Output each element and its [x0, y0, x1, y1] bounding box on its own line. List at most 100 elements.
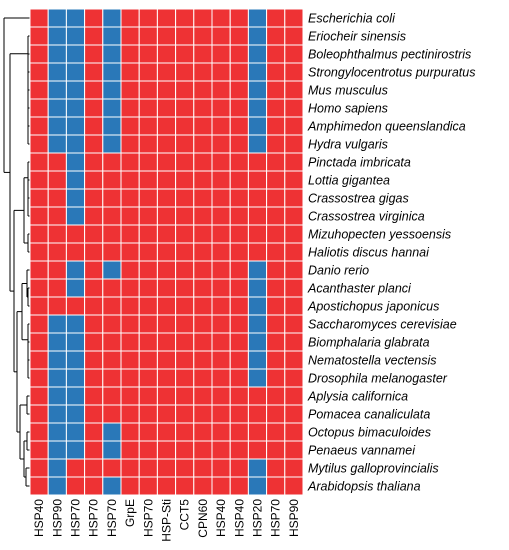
heatmap-cell [266, 458, 286, 478]
heatmap-cell [102, 242, 122, 262]
heatmap-cell [193, 350, 213, 370]
heatmap-cell [138, 224, 158, 244]
heatmap-cell [247, 314, 268, 334]
column-label: HSP90 [287, 499, 301, 537]
heatmap-cell [266, 26, 286, 46]
heatmap-cell [65, 80, 86, 100]
heatmap-cell [120, 170, 140, 190]
heatmap-cell [47, 476, 67, 496]
heatmap-cell [29, 8, 49, 28]
heatmap-cell [175, 170, 195, 190]
heatmap-cell [120, 224, 140, 244]
heatmap-cell [211, 206, 231, 226]
heatmap-cell [266, 440, 286, 460]
heatmap-cell [211, 422, 231, 442]
heatmap-cell [229, 332, 249, 352]
heatmap-cell [120, 350, 140, 370]
heatmap-cell [84, 350, 104, 370]
heatmap-cell [193, 206, 213, 226]
heatmap-cell [229, 62, 249, 82]
heatmap-cell [120, 242, 140, 262]
heatmap-cell [193, 188, 213, 208]
heatmap-cell [156, 296, 177, 316]
heatmap-cell [229, 278, 249, 298]
heatmap-cell [84, 332, 104, 352]
heatmap-cell [193, 44, 213, 64]
heatmap-cell [29, 440, 49, 460]
column-label: HSP90 [50, 499, 64, 537]
heatmap-cell [193, 458, 213, 478]
row-label: Mus musculus [308, 84, 388, 98]
heatmap-cell [120, 26, 140, 46]
heatmap-cell [138, 152, 158, 172]
heatmap-cell [29, 314, 49, 334]
heatmap-cell [102, 260, 122, 280]
heatmap-cell [138, 170, 158, 190]
heatmap-cell [193, 134, 213, 154]
heatmap-cell [47, 404, 67, 424]
heatmap-cell [156, 62, 177, 82]
heatmap-cell [211, 440, 231, 460]
heatmap-cell [211, 80, 231, 100]
heatmap-cell [29, 350, 49, 370]
heatmap-cell [29, 26, 49, 46]
heatmap-cell [120, 116, 140, 136]
heatmap-cell [84, 296, 104, 316]
heatmap-cell [247, 350, 268, 370]
row-label: Nematostella vectensis [308, 354, 437, 368]
heatmap-cell [138, 242, 158, 262]
heatmap-cell [211, 134, 231, 154]
heatmap-cell [229, 134, 249, 154]
heatmap-cell [211, 260, 231, 280]
heatmap-cell [156, 224, 177, 244]
heatmap-cell [84, 278, 104, 298]
heatmap-cell [266, 224, 286, 244]
heatmap-cell [29, 278, 49, 298]
heatmap-cell [138, 206, 158, 226]
heatmap-cell [266, 260, 286, 280]
heatmap-cell [175, 404, 195, 424]
heatmap-cells [29, 8, 304, 496]
heatmap-cell [175, 44, 195, 64]
row-label: Mizuhopecten yessoensis [308, 228, 451, 242]
heatmap-cell [284, 350, 304, 370]
row-label: Escherichia coli [308, 12, 396, 26]
heatmap-cell [175, 8, 195, 28]
heatmap-cell [120, 296, 140, 316]
heatmap-cell [29, 62, 49, 82]
heatmap-cell [211, 476, 231, 496]
heatmap-cell [247, 476, 268, 496]
heatmap-cell [247, 422, 268, 442]
heatmap-cell [284, 98, 304, 118]
heatmap-cell [65, 422, 86, 442]
heatmap-cell [284, 188, 304, 208]
heatmap-cell [84, 116, 104, 136]
heatmap-cell [120, 476, 140, 496]
heatmap-cell [266, 476, 286, 496]
heatmap-cell [120, 44, 140, 64]
heatmap-cell [247, 260, 268, 280]
heatmap-cell [84, 170, 104, 190]
row-label: Arabidopsis thaliana [307, 480, 421, 494]
heatmap-cell [120, 62, 140, 82]
heatmap-cell [47, 8, 67, 28]
heatmap-cell [120, 80, 140, 100]
heatmap-cell [47, 98, 67, 118]
heatmap-cell [156, 404, 177, 424]
heatmap-cell [193, 476, 213, 496]
heatmap-cell [47, 188, 67, 208]
heatmap-cell [175, 440, 195, 460]
heatmap-cell [211, 152, 231, 172]
heatmap-cell [47, 332, 67, 352]
heatmap-cell [120, 368, 140, 388]
heatmap-cell [247, 26, 268, 46]
heatmap-cell [193, 278, 213, 298]
heatmap-cell [193, 332, 213, 352]
heatmap-cell [229, 116, 249, 136]
heatmap-cell [266, 134, 286, 154]
heatmap-cell [138, 440, 158, 460]
row-label: Octopus bimaculoides [308, 426, 431, 440]
heatmap-cell [211, 116, 231, 136]
heatmap-cell [193, 152, 213, 172]
heatmap-cell [229, 152, 249, 172]
